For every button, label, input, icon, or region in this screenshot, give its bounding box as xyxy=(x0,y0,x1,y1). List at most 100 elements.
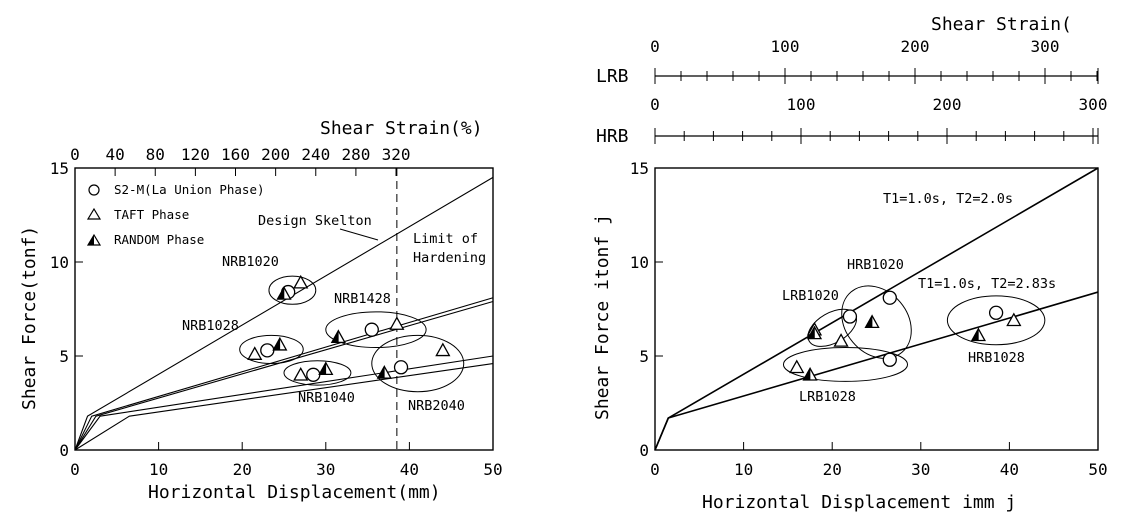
x-tick-label: 40 xyxy=(1000,460,1019,479)
left-group-ellipses xyxy=(239,275,465,393)
group-ellipse-hrb1020 xyxy=(841,285,912,359)
group-ellipse-nrb1428 xyxy=(325,311,427,349)
left-x-ticks: 0 10 20 30 40 50 xyxy=(70,442,503,479)
data-point-half-filled-triangle-fill xyxy=(807,325,815,339)
design-skelton-pointer xyxy=(339,228,379,241)
x-tick-label: 30 xyxy=(316,460,335,479)
data-point-half-filled-triangle-fill xyxy=(865,314,873,328)
data-point-circle xyxy=(988,305,1004,320)
right-group-ellipses xyxy=(782,285,1046,382)
ruler-tick-label: 100 xyxy=(771,37,800,56)
right-x-ticks: 0 10 20 30 40 50 xyxy=(650,442,1108,479)
label-nrb1020: NRB1020 xyxy=(222,254,279,270)
right-skeleton-lines xyxy=(654,167,1099,451)
data-point-half-filled-triangle-fill xyxy=(318,361,327,375)
group-ellipse-nrb1040 xyxy=(283,360,352,386)
skeleton-line xyxy=(74,355,494,451)
data-point-half-filled-triangle-fill xyxy=(377,365,385,379)
right-data-points xyxy=(789,290,1022,381)
left-chart: 0 10 20 30 40 50 0 5 10 15 0 40 80 120 160 200 240 280 3… xyxy=(19,118,503,503)
y-tick-label: 5 xyxy=(59,347,69,366)
top-tick-label: 280 xyxy=(341,145,370,164)
left-annotation-design-skelton: Design Skelton xyxy=(258,213,372,229)
top-tick-label: 160 xyxy=(221,145,250,164)
label-lrb1028: LRB1028 xyxy=(799,389,856,405)
data-point-circle xyxy=(393,360,409,375)
data-point-triangle xyxy=(247,346,263,360)
left-skeleton-lines xyxy=(74,176,494,451)
ruler-tick-label: 0 xyxy=(650,37,660,56)
data-point-circle xyxy=(260,343,275,358)
legend-half-triangle-fill xyxy=(88,235,94,245)
ruler-tick-label: 200 xyxy=(901,37,930,56)
left-top-ticks: 0 40 80 120 160 200 240 280 320 xyxy=(70,145,410,176)
top-tick-label: 240 xyxy=(301,145,330,164)
label-nrb1040: NRB1040 xyxy=(298,390,355,406)
data-point-circle xyxy=(306,367,321,382)
x-tick-label: 10 xyxy=(149,460,168,479)
annotation-period-2s: T1=1.0s, T2=2.0s xyxy=(883,191,1013,207)
x-tick-label: 0 xyxy=(70,460,80,479)
data-point-half-filled-triangle-fill xyxy=(272,337,281,351)
skeleton-line xyxy=(74,300,494,451)
ruler-tick-label: 100 xyxy=(787,95,816,114)
skeleton-line xyxy=(74,176,494,451)
x-tick-label: 0 xyxy=(650,460,660,479)
left-x-axis-label: Horizontal Displacement(mm) xyxy=(148,482,441,503)
label-nrb2040: NRB2040 xyxy=(408,398,465,414)
top-tick-label: 320 xyxy=(382,145,411,164)
ruler-tick-label: 300 xyxy=(1031,37,1060,56)
top-tick-label: 40 xyxy=(105,145,124,164)
left-legend: S2-M(La Union Phase) TAFT Phase RANDOM P… xyxy=(86,182,265,247)
top-tick-label: 120 xyxy=(181,145,210,164)
right-top-axis-label: Shear Strain( xyxy=(931,14,1072,35)
x-tick-label: 50 xyxy=(483,460,502,479)
y-tick-label: 0 xyxy=(59,441,69,460)
data-point-circle xyxy=(882,290,897,305)
data-point-triangle xyxy=(293,274,309,289)
x-tick-label: 20 xyxy=(233,460,252,479)
y-tick-label: 10 xyxy=(50,253,69,272)
y-tick-label: 15 xyxy=(630,159,649,178)
ruler-tick-label: 0 xyxy=(650,95,660,114)
data-point-half-filled-triangle-fill xyxy=(276,286,285,300)
y-tick-label: 5 xyxy=(639,347,649,366)
top-tick-label: 80 xyxy=(146,145,165,164)
data-point-circle xyxy=(882,352,897,367)
ruler-tick-label: 200 xyxy=(933,95,962,114)
skeleton-line xyxy=(654,167,1099,451)
data-point-triangle xyxy=(435,342,451,357)
data-point-circle xyxy=(842,309,858,324)
right-top-axes: 0 100 200 300 0 100 200 300 xyxy=(650,37,1107,144)
group-ellipse-hrb1028 xyxy=(946,295,1046,346)
right-y-axis-label: Shear Force itonf j xyxy=(592,214,613,420)
legend-circle-marker xyxy=(88,184,100,196)
x-tick-label: 30 xyxy=(911,460,930,479)
top-tick-label: 200 xyxy=(261,145,290,164)
legend-item-circle: S2-M(La Union Phase) xyxy=(114,182,265,197)
x-tick-label: 50 xyxy=(1088,460,1107,479)
right-x-axis-label: Horizontal Displacement imm j xyxy=(702,492,1016,513)
skeleton-line xyxy=(74,362,494,451)
x-tick-label: 20 xyxy=(823,460,842,479)
data-point-triangle xyxy=(293,366,309,381)
left-y-axis-label: Shear Force(tonf) xyxy=(19,226,40,410)
hrb-axis-name: HRB xyxy=(596,126,629,147)
legend-item-triangle: TAFT Phase xyxy=(114,207,189,222)
lrb-axis-name: LRB xyxy=(596,66,629,87)
y-tick-label: 0 xyxy=(639,441,649,460)
left-annotation-limit-of: Limit of xyxy=(413,231,478,247)
left-data-points xyxy=(247,274,451,382)
right-plot-frame xyxy=(654,167,1099,451)
label-hrb1020: HRB1020 xyxy=(847,257,904,273)
data-point-half-filled-triangle-fill xyxy=(803,367,811,381)
x-tick-label: 40 xyxy=(400,460,419,479)
legend-triangle-marker xyxy=(86,207,102,220)
skeleton-line xyxy=(654,291,1099,451)
group-ellipse-nrb1028 xyxy=(239,334,304,365)
group-ellipse-nrb2040 xyxy=(371,334,465,393)
label-nrb1028: NRB1028 xyxy=(182,318,239,334)
skeleton-line xyxy=(74,297,494,451)
